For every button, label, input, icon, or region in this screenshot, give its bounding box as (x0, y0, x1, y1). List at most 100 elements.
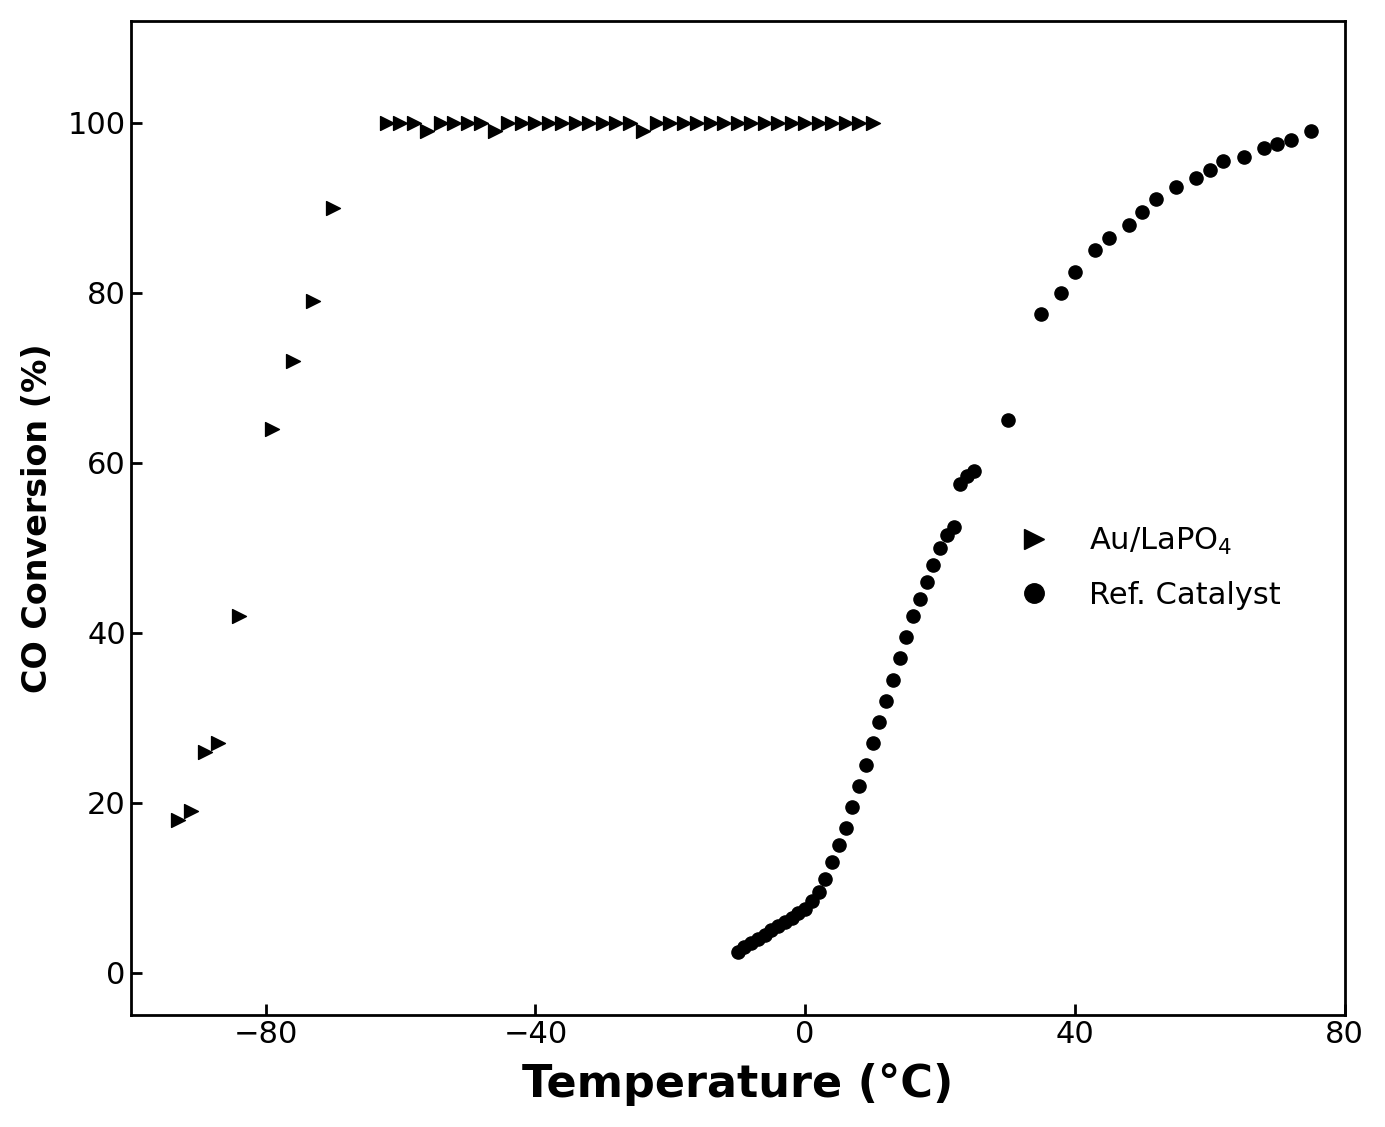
Point (673, 114, 695, 132)
Point (821, 853, 843, 871)
Point (321, 198, 343, 216)
Point (579, 114, 601, 132)
Point (922, 556, 945, 574)
Point (875, 692, 897, 710)
Point (302, 292, 324, 310)
Point (727, 942, 749, 960)
Point (929, 539, 951, 557)
Point (194, 743, 216, 761)
Point (457, 114, 479, 132)
Point (180, 802, 202, 820)
Point (963, 462, 985, 480)
Point (403, 114, 425, 132)
Point (814, 870, 837, 888)
Point (511, 114, 533, 132)
Point (632, 123, 654, 141)
Point (1050, 284, 1072, 302)
Point (835, 114, 857, 132)
Point (774, 913, 796, 931)
Point (591, 114, 614, 132)
Point (537, 114, 560, 132)
Point (787, 904, 809, 922)
Point (915, 573, 938, 591)
Point (1132, 203, 1154, 221)
Point (1118, 216, 1140, 234)
Point (1301, 123, 1323, 141)
Point (828, 836, 850, 854)
Point (861, 114, 884, 132)
Point (821, 114, 843, 132)
Point (734, 939, 756, 957)
Point (902, 606, 924, 624)
Point (895, 628, 917, 646)
Y-axis label: CO Conversion (%): CO Conversion (%) (21, 344, 54, 693)
Point (767, 114, 789, 132)
Point (1097, 229, 1119, 247)
Point (699, 114, 722, 132)
Point (882, 671, 904, 689)
Point (781, 114, 803, 132)
Point (996, 411, 1018, 429)
Point (942, 517, 964, 535)
Point (760, 922, 783, 940)
Point (794, 114, 816, 132)
Point (227, 606, 249, 624)
Point (497, 114, 519, 132)
Point (861, 735, 884, 753)
Point (753, 925, 776, 943)
Point (909, 589, 931, 607)
Point (713, 114, 735, 132)
Point (949, 476, 971, 494)
Point (1266, 135, 1288, 153)
Point (889, 649, 911, 667)
Point (565, 114, 587, 132)
Point (471, 114, 493, 132)
Point (841, 798, 863, 816)
Point (375, 114, 397, 132)
Point (605, 114, 627, 132)
Point (801, 891, 823, 909)
Point (645, 114, 668, 132)
Point (936, 526, 958, 544)
Point (740, 114, 762, 132)
Point (1145, 190, 1168, 208)
Point (740, 934, 762, 952)
Point (794, 900, 816, 919)
Point (551, 114, 573, 132)
Point (868, 713, 891, 731)
Point (166, 811, 188, 829)
Point (619, 114, 641, 132)
Point (659, 114, 681, 132)
Point (807, 114, 830, 132)
Point (281, 352, 303, 370)
Point (483, 123, 506, 141)
Point (1280, 131, 1302, 149)
Point (848, 114, 870, 132)
Point (686, 114, 708, 132)
Point (835, 819, 857, 837)
Point (1212, 152, 1234, 170)
Point (208, 735, 230, 753)
Point (807, 884, 830, 902)
Point (727, 114, 749, 132)
Point (417, 123, 439, 141)
Point (429, 114, 452, 132)
Point (1186, 169, 1208, 187)
Point (956, 467, 978, 485)
Point (443, 114, 465, 132)
X-axis label: Temperature (°C): Temperature (°C) (522, 1063, 953, 1107)
Point (1233, 148, 1255, 166)
Point (747, 930, 769, 948)
Point (753, 114, 776, 132)
Point (848, 777, 870, 795)
Point (1064, 263, 1086, 281)
Point (389, 114, 411, 132)
Legend: Au/LaPO$_4$, Ref. Catalyst: Au/LaPO$_4$, Ref. Catalyst (992, 513, 1294, 622)
Point (1030, 305, 1053, 323)
Point (262, 420, 284, 438)
Point (1165, 178, 1187, 196)
Point (1199, 160, 1222, 178)
Point (781, 908, 803, 926)
Point (855, 755, 877, 773)
Point (1084, 241, 1107, 259)
